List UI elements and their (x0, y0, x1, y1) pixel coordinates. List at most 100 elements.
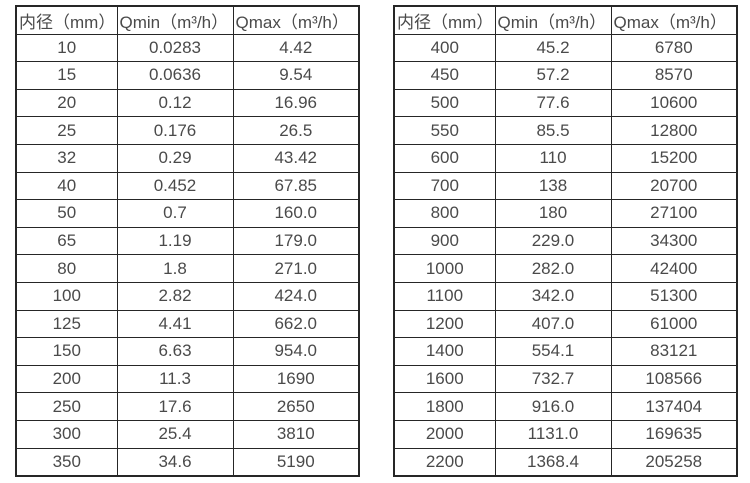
diameter-cell: 100 (15, 281, 118, 311)
diameter-cell: 900 (393, 226, 496, 256)
qmax-cell: 108566 (610, 364, 738, 394)
table-row: 200 11.3 1690 (15, 364, 360, 394)
diameter-cell: 25 (15, 116, 118, 145)
diameter-cell: 150 (15, 337, 118, 366)
table-row: 700 138 20700 (393, 171, 738, 201)
qmax-cell: 160.0 (232, 199, 360, 228)
table-row: 900 229.0 34300 (393, 226, 738, 256)
diameter-cell: 500 (393, 88, 496, 118)
qmax-cell: 51300 (610, 281, 738, 311)
qmin-cell: 4.41 (116, 309, 234, 339)
qmin-cell: 0.176 (116, 116, 234, 145)
qmax-cell: 5190 (232, 447, 360, 477)
qmax-cell: 27100 (610, 199, 738, 228)
table-row: 1000 282.0 42400 (393, 254, 738, 283)
qmax-cell: 61000 (610, 309, 738, 339)
table-row: 450 57.2 8570 (393, 61, 738, 90)
diameter-cell: 450 (393, 61, 496, 90)
diameter-cell: 15 (15, 61, 118, 90)
diameter-cell: 800 (393, 199, 496, 228)
qmax-cell: 34300 (610, 226, 738, 256)
diameter-cell: 400 (393, 33, 496, 63)
table-row: 350 34.6 5190 (15, 447, 360, 477)
qmin-cell: 138 (494, 171, 612, 201)
qmax-cell: 662.0 (232, 309, 360, 339)
qmin-cell: 0.0636 (116, 61, 234, 90)
qmin-cell: 11.3 (116, 364, 234, 394)
header-qmax: Qmax（m³/h） (232, 5, 360, 35)
diameter-cell: 1600 (393, 364, 496, 394)
table-row: 1200 407.0 61000 (393, 309, 738, 339)
qmax-cell: 10600 (610, 88, 738, 118)
table-header-row: 内径（mm） Qmin（m³/h） Qmax（m³/h） (393, 5, 738, 35)
qmin-cell: 17.6 (116, 392, 234, 421)
qmax-cell: 12800 (610, 116, 738, 145)
table-row: 25 0.176 26.5 (15, 116, 360, 145)
qmax-cell: 3810 (232, 419, 360, 449)
qmax-cell: 43.42 (232, 143, 360, 173)
qmin-cell: 1.8 (116, 254, 234, 283)
table-row: 500 77.6 10600 (393, 88, 738, 118)
qmax-cell: 9.54 (232, 61, 360, 90)
table-row: 1100 342.0 51300 (393, 281, 738, 311)
qmax-cell: 20700 (610, 171, 738, 201)
qmax-cell: 954.0 (232, 337, 360, 366)
header-qmax: Qmax（m³/h） (610, 5, 738, 35)
table-row: 50 0.7 160.0 (15, 199, 360, 228)
table-row: 32 0.29 43.42 (15, 143, 360, 173)
qmax-cell: 271.0 (232, 254, 360, 283)
table-row: 1600 732.7 108566 (393, 364, 738, 394)
table-row: 1400 554.1 83121 (393, 337, 738, 366)
qmin-cell: 732.7 (494, 364, 612, 394)
diameter-cell: 80 (15, 254, 118, 283)
table-row: 20 0.12 16.96 (15, 88, 360, 118)
qmax-cell: 4.42 (232, 33, 360, 63)
table-row: 550 85.5 12800 (393, 116, 738, 145)
table-body: 400 45.2 6780 450 57.2 8570 500 77.6 10600 550 85.… (393, 33, 738, 477)
diameter-cell: 1100 (393, 281, 496, 311)
table-row: 100 2.82 424.0 (15, 281, 360, 311)
table-row: 150 6.63 954.0 (15, 337, 360, 366)
qmin-cell: 229.0 (494, 226, 612, 256)
qmax-cell: 179.0 (232, 226, 360, 256)
table-body: 10 0.0283 4.42 15 0.0636 9.54 20 0.12 16.96 25 0.1… (15, 33, 360, 477)
diameter-cell: 2000 (393, 419, 496, 449)
diameter-cell: 1400 (393, 337, 496, 366)
qmin-cell: 25.4 (116, 419, 234, 449)
flow-table-left: 内径（mm） Qmin（m³/h） Qmax（m³/h） 10 0.0283 4.4… (15, 5, 360, 478)
diameter-cell: 350 (15, 447, 118, 477)
table-row: 300 25.4 3810 (15, 419, 360, 449)
qmin-cell: 34.6 (116, 447, 234, 477)
qmax-cell: 6780 (610, 33, 738, 63)
qmax-cell: 2650 (232, 392, 360, 421)
qmin-cell: 0.29 (116, 143, 234, 173)
table-row: 400 45.2 6780 (393, 33, 738, 63)
qmin-cell: 45.2 (494, 33, 612, 63)
qmax-cell: 137404 (610, 392, 738, 421)
diameter-cell: 550 (393, 116, 496, 145)
diameter-cell: 700 (393, 171, 496, 201)
qmax-cell: 169635 (610, 419, 738, 449)
qmax-cell: 16.96 (232, 88, 360, 118)
table-row: 250 17.6 2650 (15, 392, 360, 421)
qmax-cell: 83121 (610, 337, 738, 366)
diameter-cell: 50 (15, 199, 118, 228)
qmin-cell: 0.0283 (116, 33, 234, 63)
table-row: 800 180 27100 (393, 199, 738, 228)
qmin-cell: 342.0 (494, 281, 612, 311)
qmin-cell: 407.0 (494, 309, 612, 339)
table-row: 1800 916.0 137404 (393, 392, 738, 421)
diameter-cell: 40 (15, 171, 118, 201)
qmax-cell: 42400 (610, 254, 738, 283)
table-row: 2000 1131.0 169635 (393, 419, 738, 449)
qmax-cell: 67.85 (232, 171, 360, 201)
table-row: 15 0.0636 9.54 (15, 61, 360, 90)
diameter-cell: 600 (393, 143, 496, 173)
diameter-cell: 10 (15, 33, 118, 63)
qmin-cell: 180 (494, 199, 612, 228)
table-row: 600 110 15200 (393, 143, 738, 173)
table-row: 125 4.41 662.0 (15, 309, 360, 339)
qmax-cell: 205258 (610, 447, 738, 477)
table-row: 40 0.452 67.85 (15, 171, 360, 201)
qmax-cell: 8570 (610, 61, 738, 90)
